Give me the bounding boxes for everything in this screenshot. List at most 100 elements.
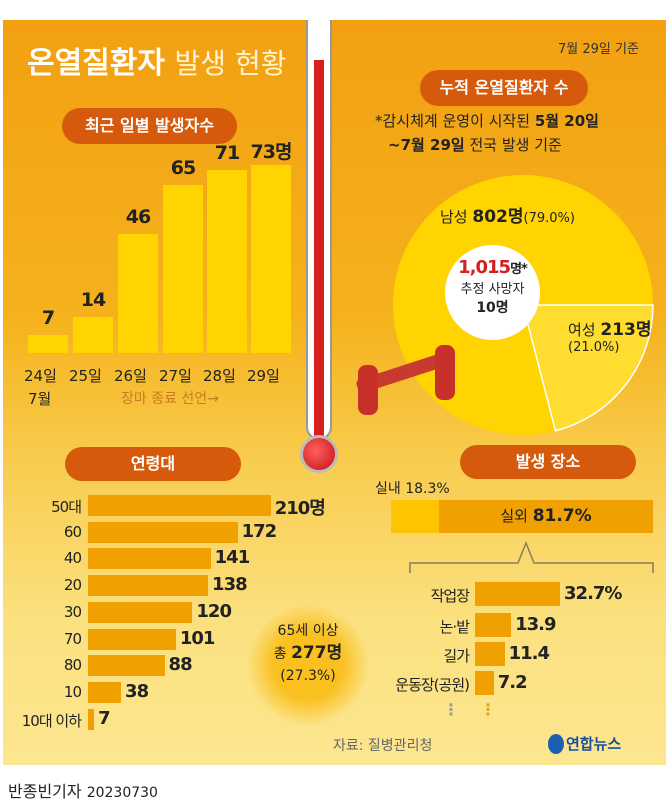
logo-icon [548, 733, 564, 754]
note-start-date: 5월 20일 [534, 112, 599, 130]
indoor-label: 실내 18.3% [375, 481, 450, 497]
place-label: 작업장 [430, 587, 470, 605]
logo-text: 연합뉴스 [566, 735, 622, 753]
author: 반종빈기자 [8, 782, 82, 801]
place-value: 32.7% [564, 583, 622, 604]
day-label: 26일 [114, 367, 147, 385]
age-bar [88, 521, 238, 543]
title-bold: 온열질환자 [27, 46, 165, 81]
age-label: 10대 이하 [21, 711, 82, 730]
age-bar [88, 628, 176, 650]
day-label: 29일 [247, 367, 280, 385]
note-end-date: ~7월 29일 [388, 136, 465, 154]
day-label: 28일 [203, 367, 236, 385]
senior-label: 65세 이상 [277, 623, 339, 639]
age-label: 10 [63, 682, 82, 701]
age-bar [88, 495, 271, 516]
age-bar [88, 681, 122, 703]
monsoon-end-note: 장마 종료 선언→ [121, 391, 219, 407]
footer: 반종빈기자 20230730 [8, 778, 158, 802]
senior-glow [248, 605, 368, 725]
daily-bar [118, 234, 158, 353]
place-value: 13.9 [515, 614, 556, 635]
place-bar [475, 642, 505, 666]
day-label: 27일 [159, 367, 192, 385]
daily-bar [163, 185, 203, 353]
age-value: 210명 [274, 498, 326, 519]
senior-summary: 65세 이상 총 277명 (27.3%) [253, 620, 363, 687]
age-label: 60 [63, 522, 82, 541]
place-value: 11.4 [508, 643, 550, 664]
age-bar [88, 708, 95, 730]
rescuer-icon [358, 365, 378, 415]
daily-value: 71 [214, 141, 240, 164]
publish-date: 20230730 [86, 785, 158, 801]
female-value: 213명 [600, 320, 652, 340]
logo: 연합뉴스 [548, 733, 621, 754]
daily-pill: 최근 일별 발생자수 [62, 108, 237, 144]
age-bar [88, 601, 193, 623]
note-text: *감시체계 운영이 시작된 [375, 112, 535, 130]
daily-bar [73, 316, 113, 353]
female-label: 여성 213명 [568, 315, 652, 340]
daily-bar [251, 164, 291, 353]
age-label: 70 [63, 629, 82, 648]
age-label: 80 [63, 656, 82, 675]
more-dots: ⋮ [443, 700, 459, 719]
outdoor-text: 실외 [500, 507, 533, 525]
place-pill: 발생 장소 [460, 445, 636, 479]
daily-value: 14 [80, 288, 106, 311]
daily-value: 46 [125, 206, 151, 229]
note-text: 전국 발생 기준 [464, 136, 562, 154]
senior-pct: (27.3%) [280, 668, 336, 684]
male-value: 802명 [472, 207, 524, 227]
senior-total-text: 총 [273, 646, 292, 662]
age-value: 38 [125, 680, 149, 702]
more-dots: ⋮ [480, 700, 496, 719]
bracket-icon [409, 540, 654, 573]
age-value: 120 [196, 600, 232, 622]
daily-value: 65 [170, 157, 196, 180]
age-value: 138 [212, 574, 248, 596]
rescuer-icon [435, 345, 455, 400]
age-value: 88 [168, 654, 193, 676]
age-value: 141 [214, 547, 251, 569]
period-note-2: ~7월 29일 전국 발생 기준 [388, 134, 562, 155]
age-pill: 연령대 [65, 447, 241, 481]
thermometer-bulb [300, 435, 338, 473]
indoor-bar [391, 500, 439, 533]
age-label: 40 [63, 549, 82, 568]
infographic-panel: 온열질환자 발생 현황 7월 29일 기준 최근 일별 발생자수 7 24일 14 2… [3, 20, 666, 765]
date-basis: 7월 29일 기준 [558, 42, 639, 57]
male-label: 남성 802명(79.0%) [440, 202, 575, 227]
age-value: 7 [98, 707, 110, 729]
daily-bar [28, 334, 68, 353]
age-bar [88, 655, 165, 677]
female-text: 여성 [568, 321, 601, 339]
age-label: 50대 [51, 498, 82, 516]
age-label: 30 [63, 602, 82, 621]
age-value: 101 [179, 627, 216, 649]
place-label: 길가 [443, 647, 470, 665]
place-bar [475, 582, 561, 606]
daily-value: 7 [41, 306, 55, 329]
place-value: 7.2 [497, 672, 528, 693]
daily-bar [207, 169, 247, 353]
female-pct: (21.0%) [568, 340, 620, 355]
deaths-label: 추정 사망자 [460, 282, 525, 297]
page-title: 온열질환자 발생 현황 [27, 38, 287, 82]
title-light: 발생 현황 [174, 47, 287, 80]
place-bar [475, 613, 512, 637]
male-pct: (79.0%) [523, 211, 575, 226]
day-label: 24일 [24, 367, 57, 385]
age-bar [88, 548, 211, 570]
age-value: 172 [241, 520, 278, 542]
cumulative-pill: 누적 온열질환자 수 [420, 70, 588, 106]
male-text: 남성 [440, 208, 473, 226]
pie-slice-female [522, 304, 654, 432]
deaths-value: 10명 [476, 300, 509, 316]
outdoor-bar: 실외 81.7% [439, 500, 653, 533]
daily-value: 73명 [250, 140, 293, 163]
thermometer-mercury [314, 60, 324, 460]
source-label: 자료: 질병관리청 [333, 738, 433, 754]
